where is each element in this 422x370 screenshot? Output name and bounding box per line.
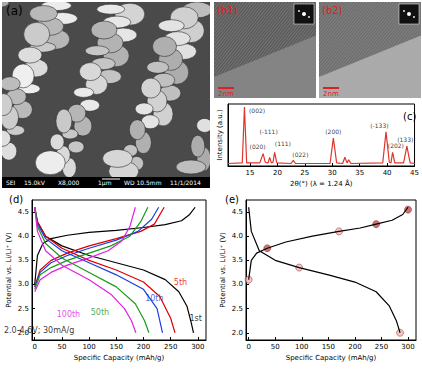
svg-text:150: 150 [322,343,335,351]
svg-text:(a): (a) [6,4,23,18]
svg-text:45: 45 [410,169,419,177]
svg-text:300: 300 [401,343,414,351]
svg-text:3.5: 3.5 [18,256,29,264]
svg-text:200: 200 [348,343,361,351]
svg-text:3.5: 3.5 [232,256,243,264]
svg-text:4.0: 4.0 [232,232,243,240]
svg-text:15.0kV: 15.0kV [24,179,46,186]
svg-text:2.0-4.6V; 30mA/g: 2.0-4.6V; 30mA/g [4,326,74,335]
svg-text:4.5: 4.5 [232,208,243,216]
svg-text:3.0: 3.0 [18,280,29,288]
svg-text:300: 300 [191,343,204,351]
svg-text:50: 50 [271,343,280,351]
svg-text:Potential vs. Li/Li⁺ (V): Potential vs. Li/Li⁺ (V) [219,232,227,308]
svg-text:Specific Capacity (mAh/g): Specific Capacity (mAh/g) [74,354,165,362]
svg-text:50th: 50th [91,308,109,317]
svg-text:35: 35 [355,169,364,177]
svg-text:(b1): (b1) [217,5,238,16]
svg-text:WD 10.5mm: WD 10.5mm [124,179,162,186]
svg-text:Potential vs. Li/Li⁺ (V): Potential vs. Li/Li⁺ (V) [5,232,13,308]
svg-text:(202): (202) [388,142,404,149]
svg-text:40: 40 [383,169,392,177]
svg-text:2.5: 2.5 [232,305,243,313]
svg-text:X8,000: X8,000 [58,179,79,186]
svg-text:1μm: 1μm [98,179,112,187]
svg-text:0: 0 [32,343,36,351]
svg-text:(e): (e) [225,194,239,205]
svg-text:100: 100 [295,343,308,351]
svg-text:3.0: 3.0 [232,280,243,288]
svg-text:100: 100 [82,343,95,351]
svg-text:4.5: 4.5 [18,208,29,216]
svg-text:2.5: 2.5 [18,305,29,313]
svg-text:15: 15 [245,169,254,177]
svg-text:100th: 100th [57,310,80,319]
svg-text:SEI: SEI [6,179,16,186]
svg-text:50: 50 [57,343,66,351]
svg-text:250: 250 [164,343,177,351]
svg-text:2θ(°) (λ = 1.24 Å): 2θ(°) (λ = 1.24 Å) [290,179,353,188]
svg-text:(-111): (-111) [259,128,277,135]
svg-text:(d): (d) [9,194,23,205]
svg-text:(b2): (b2) [322,5,343,16]
svg-text:10th: 10th [145,293,164,303]
svg-text:0: 0 [246,343,250,351]
svg-text:150: 150 [110,343,123,351]
svg-text:(-133): (-133) [370,122,388,129]
svg-text:1st: 1st [189,313,202,323]
svg-text:25: 25 [300,169,309,177]
svg-text:30: 30 [328,169,337,177]
svg-text:(022): (022) [292,151,308,158]
svg-text:(c): (c) [403,111,416,122]
svg-text:Intensity (a.u.): Intensity (a.u.) [216,109,224,161]
svg-text:(111): (111) [275,140,291,147]
svg-text:200: 200 [137,343,150,351]
svg-text:4.0: 4.0 [18,232,29,240]
svg-text:250: 250 [375,343,388,351]
svg-text:Specific Capacity (mAh/g): Specific Capacity (mAh/g) [286,354,377,362]
svg-text:(020): (020) [250,143,266,150]
svg-text:(200): (200) [325,128,341,135]
svg-text:5th: 5th [174,278,187,287]
svg-text:(002): (002) [249,107,265,114]
svg-text:2.0: 2.0 [232,329,243,337]
svg-text:11/1/2014: 11/1/2014 [170,179,201,186]
svg-text:(133): (133) [397,136,413,143]
svg-text:2nm: 2nm [218,90,234,98]
svg-text:20: 20 [273,169,282,177]
svg-text:2nm: 2nm [323,90,339,98]
